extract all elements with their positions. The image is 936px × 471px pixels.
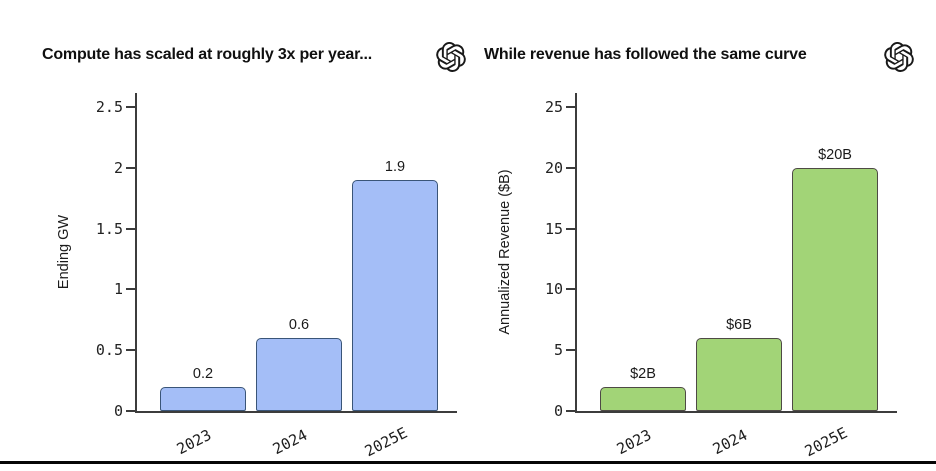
y-tick-mark [126, 106, 135, 108]
y-tick-mark [126, 410, 135, 412]
bar [792, 167, 878, 411]
y-tick-label: 5 [553, 341, 563, 360]
bar-value-label: $2B [630, 365, 656, 382]
y-tick-mark [126, 349, 135, 352]
y-tick-label: 25 [544, 98, 563, 116]
bar-value-label: 0.2 [192, 365, 214, 382]
bar-value-label: $20B [818, 146, 852, 163]
y-tick-mark [126, 166, 135, 169]
openai-logo-icon [436, 42, 466, 73]
y-tick-mark [126, 288, 135, 291]
plot-area: 0 5 10 15 20 25 $2B 2023 $6B 2024 $20B 2025E [545, 93, 897, 460]
chart-title: Compute has scaled at roughly 3x per yea… [42, 46, 372, 63]
y-tick-label: 2 [113, 158, 123, 177]
chart-title: While revenue has followed the same curv… [484, 46, 807, 63]
y-tick-mark [566, 288, 575, 291]
y-tick-label: 2.5 [95, 98, 123, 116]
bar [600, 386, 686, 411]
y-tick-label: 0 [113, 402, 123, 420]
y-tick-mark [566, 349, 575, 352]
bottom-rule [0, 461, 936, 464]
y-tick-mark [566, 410, 575, 412]
y-tick-label: 0.5 [95, 341, 123, 360]
bar-value-label: $6B [726, 317, 752, 334]
y-tick-label: 0 [553, 402, 563, 420]
bar [352, 179, 438, 411]
bar [696, 338, 782, 411]
y-tick-label: 10 [544, 280, 563, 299]
y-tick-mark [566, 227, 575, 230]
plot-area: 0 0.5 1 1.5 2 2.5 0.2 2023 0.6 2024 1.9 2025E [96, 93, 457, 460]
y-tick-label: 20 [544, 158, 563, 177]
y-tick-label: 1 [113, 280, 123, 299]
bar [256, 338, 342, 411]
bar-value-label: 1.9 [384, 158, 406, 175]
y-tick-label: 1.5 [95, 219, 123, 238]
y-tick-mark [566, 106, 575, 108]
y-axis-label: Annualized Revenue ($B) [497, 169, 513, 335]
y-tick-mark [126, 227, 135, 230]
y-tick-label: 15 [544, 219, 563, 238]
openai-logo-icon [884, 42, 914, 73]
y-tick-mark [566, 166, 575, 169]
bar-value-label: 0.6 [288, 317, 310, 334]
bar [160, 386, 246, 411]
